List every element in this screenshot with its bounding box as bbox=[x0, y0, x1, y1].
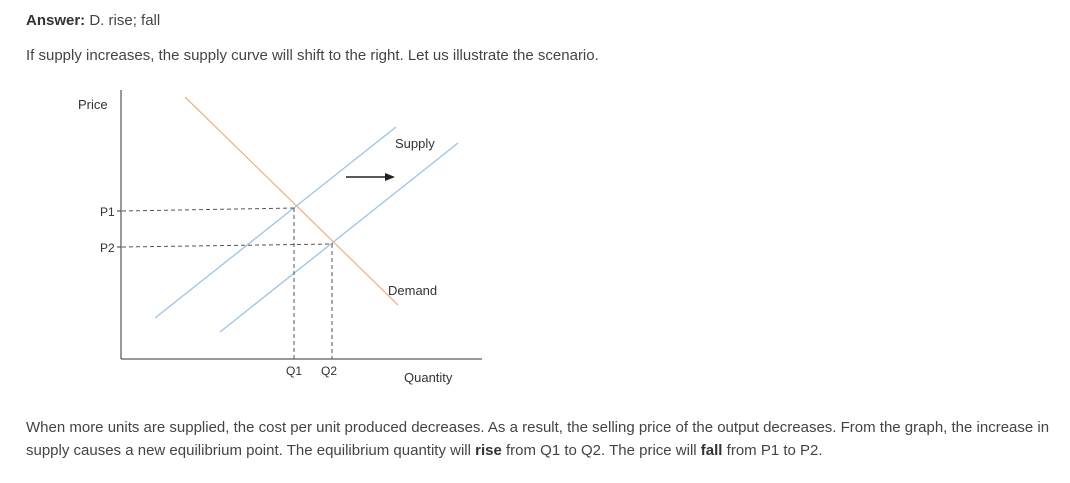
explanation-part-1: When more units are supplied, the cost p… bbox=[26, 419, 1050, 459]
answer-text: D. rise; fall bbox=[85, 12, 161, 29]
explanation-part-2: from Q1 to Q2. The price will bbox=[501, 442, 701, 459]
q1-label: Q1 bbox=[286, 364, 302, 378]
explanation-part-3: from P1 to P2. bbox=[722, 442, 823, 459]
quantity-axis-label: Quantity bbox=[404, 370, 453, 385]
demand-curve bbox=[184, 96, 399, 306]
p1-guide-line bbox=[121, 207, 296, 212]
shift-arrow-head bbox=[385, 173, 395, 181]
p2-label: P2 bbox=[100, 241, 115, 255]
p1-label: P1 bbox=[100, 205, 115, 219]
intro-text: If supply increases, the supply curve wi… bbox=[26, 47, 599, 64]
supply-label: Supply bbox=[395, 136, 435, 151]
price-axis-label: Price bbox=[78, 97, 108, 112]
answer-line: Answer: D. rise; fall bbox=[26, 11, 160, 31]
explanation-bold-rise: rise bbox=[475, 442, 502, 459]
explanation-bold-fall: fall bbox=[700, 442, 723, 459]
q2-label: Q2 bbox=[321, 364, 337, 378]
demand-label: Demand bbox=[388, 283, 437, 298]
explanation-text: When more units are supplied, the cost p… bbox=[26, 416, 1056, 462]
supply-curve-shifted bbox=[219, 142, 459, 333]
p2-guide-line bbox=[121, 243, 334, 248]
supply-curve-original bbox=[154, 126, 397, 319]
answer-label: Answer: bbox=[26, 12, 86, 29]
